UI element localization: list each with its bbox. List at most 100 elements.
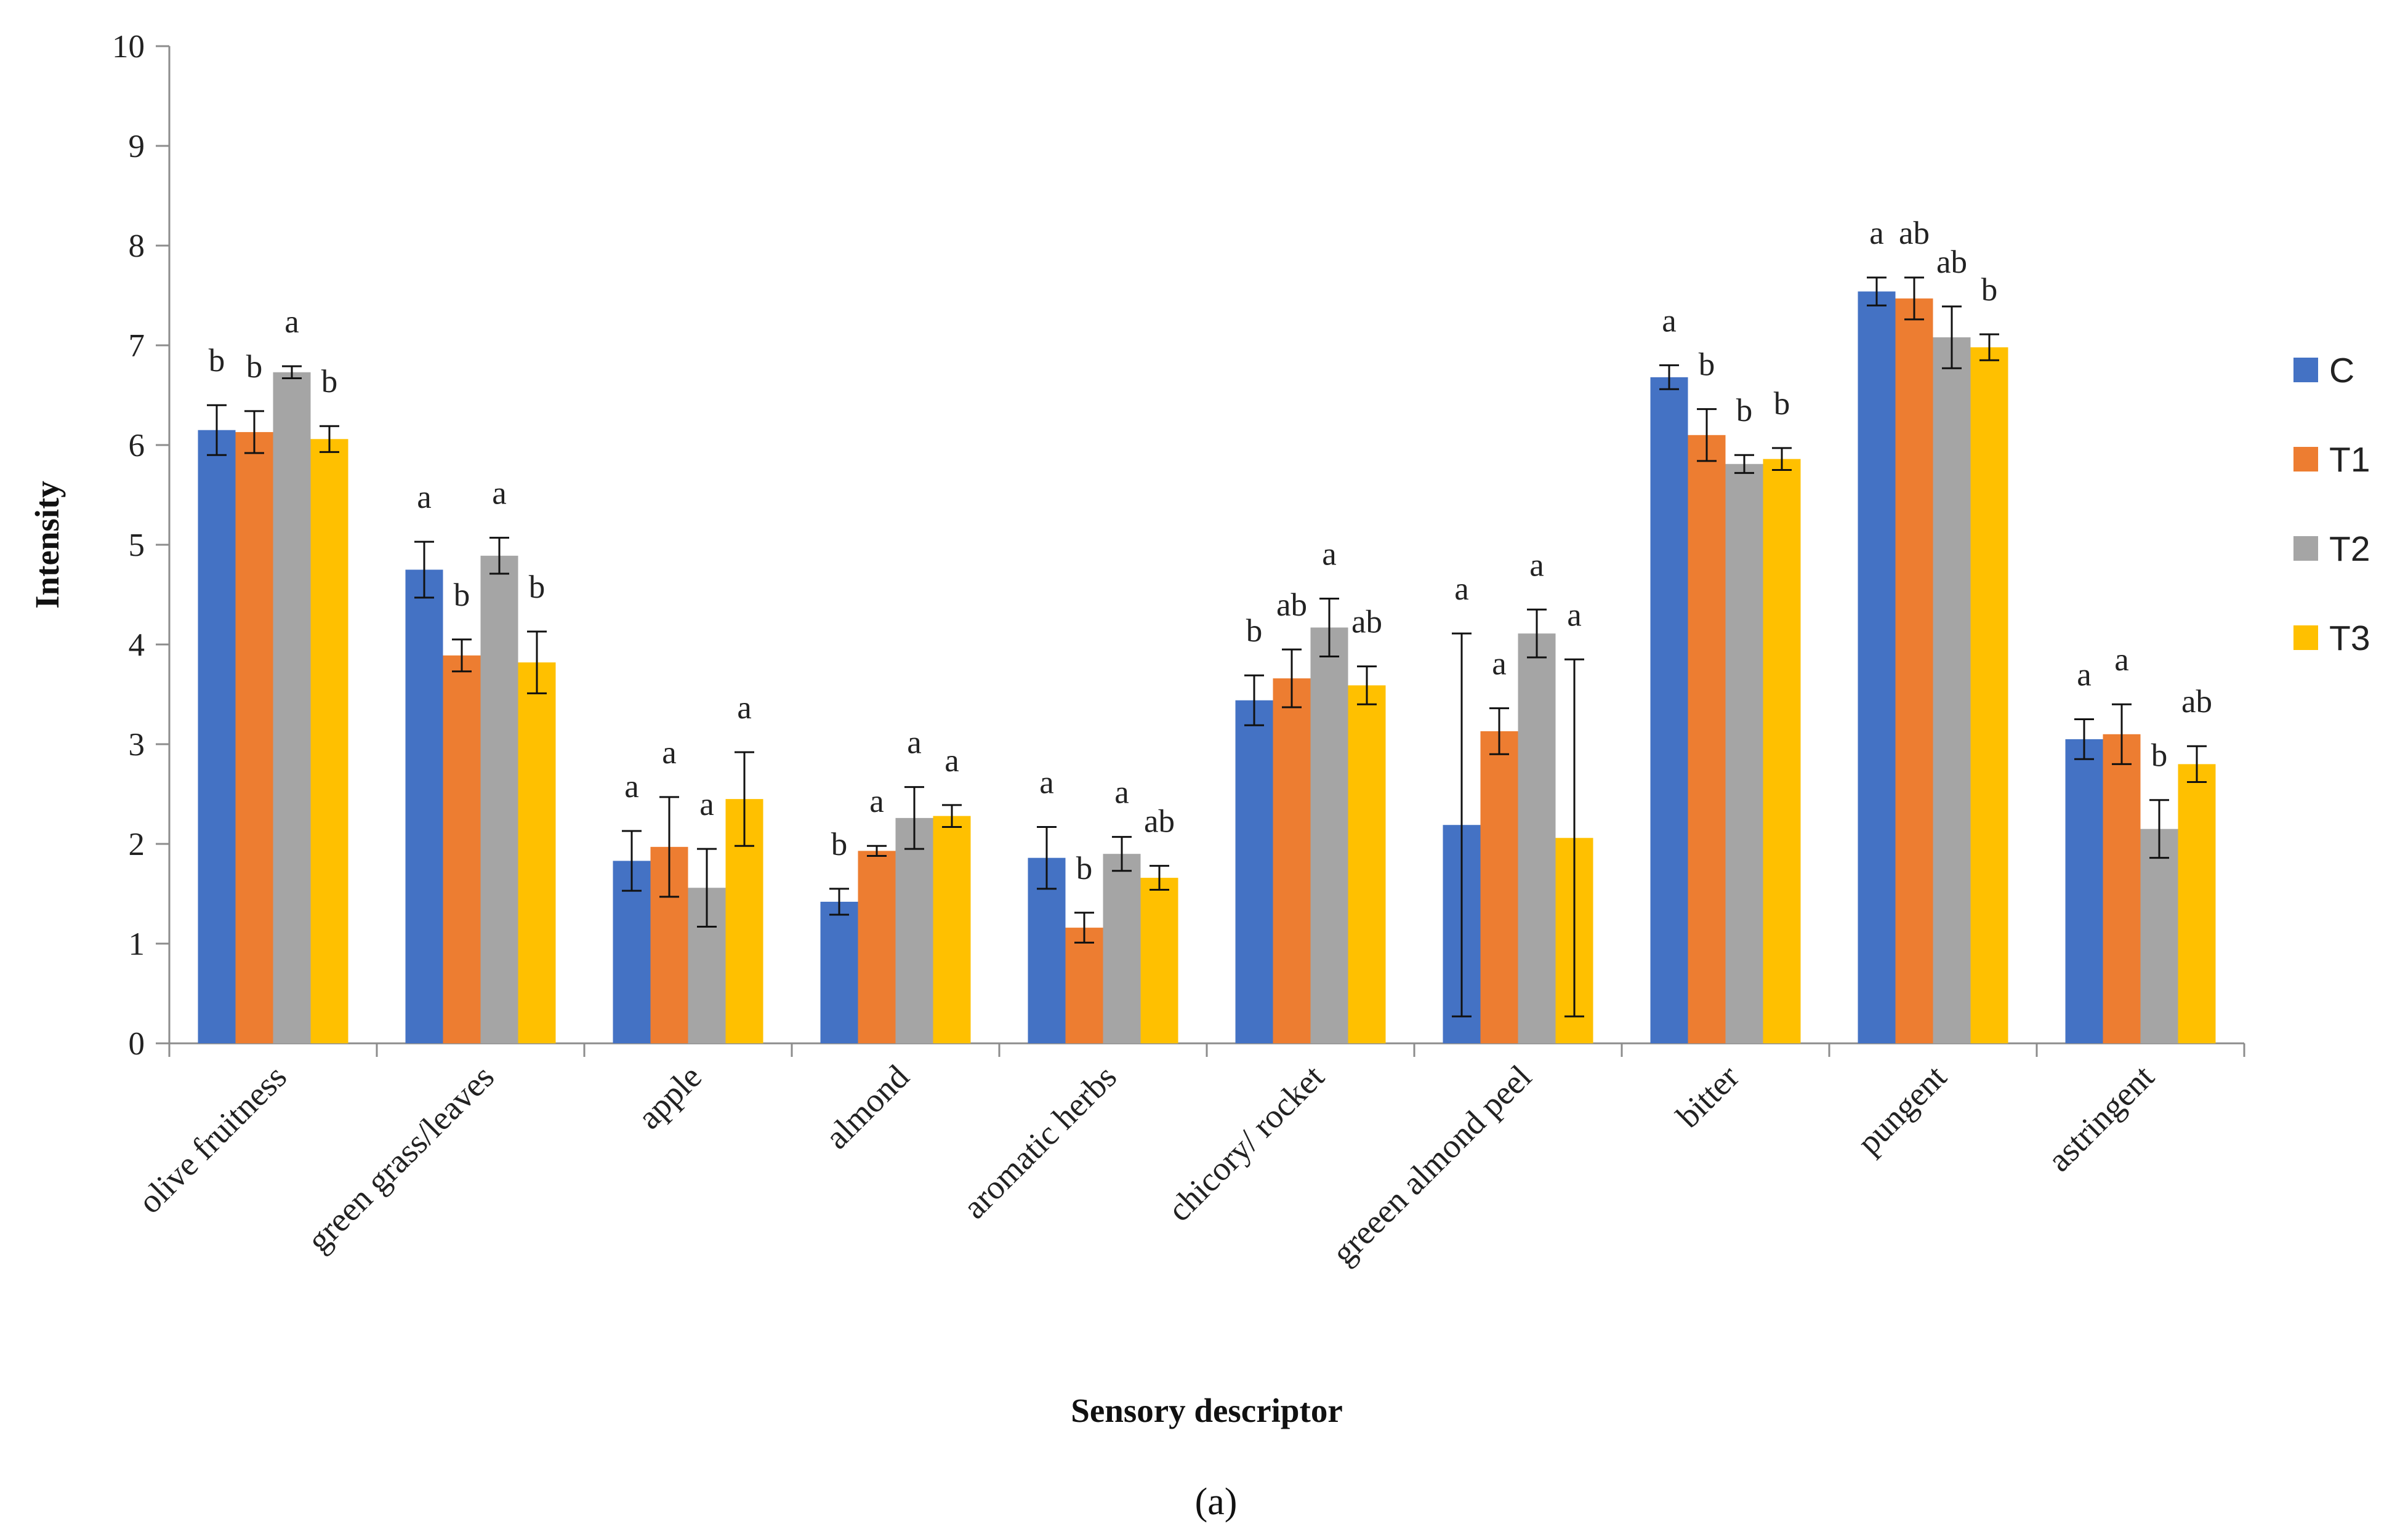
significance-letter: a	[699, 787, 714, 822]
significance-letter: ab	[1144, 804, 1175, 840]
significance-letter: a	[1114, 775, 1129, 811]
legend-label-T1: T1	[2329, 440, 2370, 480]
y-tick-label: 8	[129, 228, 145, 264]
bar-T1	[1065, 928, 1103, 1043]
bar-T1	[858, 851, 896, 1043]
significance-letter: a	[1869, 215, 1884, 251]
significance-letter: a	[1492, 646, 1507, 682]
bar-C	[198, 430, 236, 1043]
significance-letter: b	[2151, 738, 2168, 774]
bar-T2	[1933, 337, 1971, 1043]
significance-letter: a	[624, 769, 639, 805]
y-tick-label: 7	[129, 328, 145, 364]
y-tick-label: 3	[129, 727, 145, 763]
significance-letter: a	[907, 725, 922, 761]
significance-letter: ab	[1899, 215, 1930, 251]
y-tick-label: 1	[129, 926, 145, 962]
x-category-label: aromatic herbs	[956, 1057, 1124, 1226]
significance-letter: a	[662, 735, 677, 771]
bar-T2	[1518, 633, 1556, 1043]
bar-T1	[443, 655, 481, 1043]
significance-letter: a	[944, 743, 959, 779]
bar-C	[1858, 291, 1896, 1043]
significance-letter: b	[831, 827, 848, 862]
y-tick-label: 6	[129, 428, 145, 464]
y-tick-label: 10	[112, 29, 145, 65]
significance-letter: a	[284, 304, 299, 340]
chart-legend: C T1 T2 T3	[2293, 351, 2370, 658]
significance-letter: b	[454, 577, 470, 613]
bar-T2	[273, 372, 311, 1043]
bar-T2	[1103, 854, 1141, 1043]
significance-letter: ab	[1351, 604, 1382, 640]
significance-letter: a	[417, 480, 432, 515]
bar-T2	[1725, 464, 1763, 1043]
bar-T1	[1688, 435, 1726, 1043]
chart-bars	[198, 276, 2216, 1043]
legend-swatch-T1	[2293, 447, 2318, 472]
bar-T2	[2140, 829, 2178, 1043]
significance-letter: a	[1662, 303, 1677, 339]
y-tick-label: 5	[129, 528, 145, 563]
x-axis-title: Sensory descriptor	[1071, 1392, 1342, 1429]
significance-letter: a	[2077, 657, 2092, 693]
x-category-label: astringent	[2040, 1057, 2160, 1178]
x-category-label: pungent	[1850, 1057, 1954, 1161]
significance-letter: b	[1981, 272, 1998, 308]
bar-C	[1650, 377, 1688, 1043]
significance-letter: a	[737, 690, 752, 726]
legend-swatch-C	[2293, 358, 2318, 382]
bar-C	[1235, 700, 1273, 1043]
significance-letter: a	[1039, 764, 1054, 800]
significance-letter: b	[1699, 347, 1715, 383]
legend-label-T2: T2	[2329, 529, 2370, 569]
significance-letter: a	[2114, 642, 2129, 678]
significance-letter: b	[1246, 613, 1263, 649]
bar-T1	[1895, 298, 1933, 1043]
x-category-label: almond	[818, 1057, 916, 1156]
bar-T1	[1273, 678, 1311, 1043]
x-category-label: bitter	[1669, 1057, 1746, 1134]
legend-label-C: C	[2329, 351, 2354, 390]
bar-T1	[2103, 734, 2141, 1043]
significance-letter: a	[1567, 597, 1582, 633]
bar-T3	[2178, 764, 2216, 1043]
panel-label: (a)	[1195, 1481, 1238, 1523]
significance-letter: ab	[2181, 684, 2212, 720]
y-tick-label: 4	[129, 627, 145, 663]
y-tick-label: 9	[129, 129, 145, 164]
bar-T2	[480, 555, 518, 1043]
bar-T3	[518, 662, 556, 1043]
legend-swatch-T3	[2293, 625, 2318, 650]
significance-letter: b	[1736, 393, 1753, 428]
x-category-label: chicory/ rocket	[1161, 1057, 1331, 1228]
significance-letter: b	[1774, 386, 1790, 422]
significance-letter: b	[529, 569, 546, 605]
x-category-label: green grass/leaves	[300, 1057, 501, 1259]
significance-letter: a	[1454, 571, 1469, 607]
legend-swatch-T2	[2293, 536, 2318, 561]
significance-letter: b	[1076, 851, 1093, 886]
bar-C	[820, 901, 858, 1043]
bar-T1	[1480, 731, 1518, 1043]
bar-T2	[895, 817, 933, 1043]
significance-letter: b	[321, 364, 338, 399]
bar-T3	[1140, 878, 1178, 1043]
x-category-label: apple	[630, 1057, 709, 1136]
bar-C	[2065, 739, 2103, 1043]
significance-letter: a	[1529, 547, 1544, 583]
y-axis-title: Intensity	[28, 481, 66, 609]
y-tick-label: 0	[129, 1026, 145, 1062]
bar-T2	[1310, 627, 1348, 1043]
bar-T3	[310, 439, 348, 1043]
bar-T1	[235, 431, 273, 1043]
bar-T3	[933, 816, 971, 1043]
significance-letter: ab	[1936, 244, 1967, 280]
x-category-label: greeen almond peel	[1324, 1057, 1539, 1272]
x-category-label: olive fruitness	[131, 1057, 294, 1221]
significance-letter: a	[1322, 536, 1337, 572]
significance-letter: a	[869, 784, 884, 819]
significance-letter: b	[209, 343, 225, 379]
y-tick-label: 2	[129, 827, 145, 862]
